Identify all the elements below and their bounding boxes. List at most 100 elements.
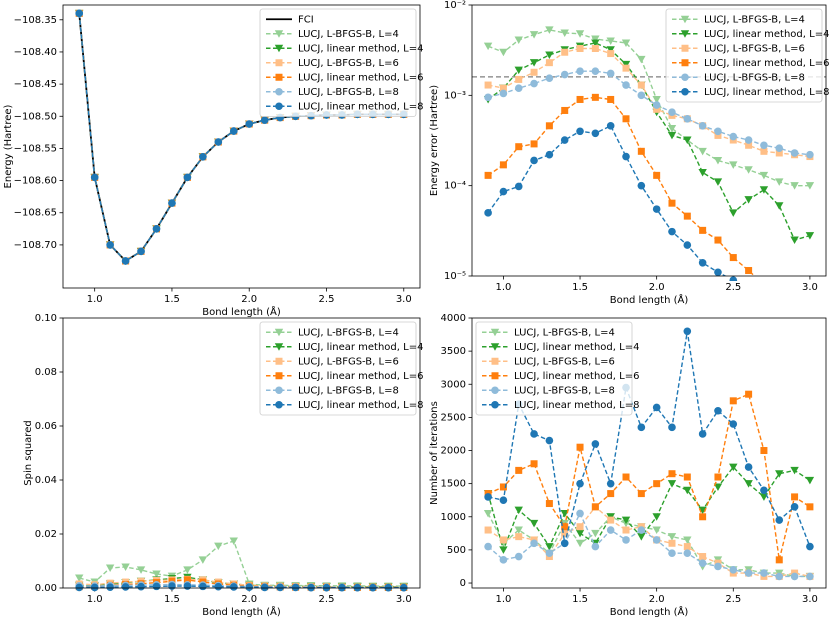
data-point	[575, 539, 585, 548]
legend-label: FCI	[298, 14, 314, 25]
x-tick-label: 2.0	[649, 594, 665, 605]
series-line	[79, 540, 404, 587]
legend: FCI LUCJ, L-BFGS-B, L=4 LUCJ, linear metho…	[259, 8, 423, 117]
data-point	[545, 26, 554, 34]
data-point	[622, 536, 630, 544]
data-point	[637, 423, 646, 432]
legend-marker	[275, 59, 283, 67]
data-point	[607, 95, 615, 103]
x-tick-label: 2.0	[649, 282, 665, 293]
y-tick-label: 0.10	[35, 313, 57, 324]
legend-label: LUCJ, L-BFGS-B, L=8	[704, 72, 805, 83]
data-point	[744, 463, 753, 471]
series-line	[487, 513, 810, 578]
data-point	[229, 127, 238, 135]
data-point	[805, 182, 815, 190]
data-point	[667, 124, 677, 133]
x-tick-label: 3.0	[396, 294, 412, 305]
data-point	[806, 542, 814, 551]
data-point	[790, 182, 799, 190]
y-axis-label: Spin squared	[23, 420, 34, 485]
data-point	[545, 549, 554, 558]
data-point	[183, 582, 192, 590]
x-tick-label: 1.5	[164, 294, 180, 305]
data-point	[714, 236, 722, 244]
legend-marker	[275, 73, 283, 81]
data-point	[744, 569, 753, 577]
y-tick-label: 0.08	[35, 367, 57, 378]
data-point	[229, 583, 238, 591]
data-point	[683, 212, 691, 220]
data-point	[668, 470, 676, 478]
legend-label: LUCJ, linear method, L=8	[298, 101, 423, 112]
data-point	[622, 526, 630, 534]
data-point	[790, 503, 799, 511]
data-point	[637, 533, 646, 541]
axes-frame	[62, 4, 421, 289]
data-point	[75, 583, 84, 592]
data-point	[667, 533, 677, 541]
data-point	[545, 436, 554, 445]
data-point	[806, 503, 814, 511]
legend-label: LUCJ, linear method, L=8	[514, 400, 639, 411]
axes-frame	[471, 317, 827, 589]
series-line	[487, 393, 811, 561]
data-point	[714, 127, 722, 136]
data-point	[652, 101, 661, 109]
data-point	[745, 141, 753, 149]
x-tick-label: 3.0	[396, 594, 412, 605]
data-point	[515, 143, 523, 151]
data-point	[759, 171, 769, 180]
data-point	[683, 327, 692, 336]
y-tick-label: −108.50	[14, 111, 57, 122]
markers	[484, 327, 814, 551]
data-point	[637, 147, 645, 155]
data-point	[713, 483, 723, 491]
data-point	[668, 423, 676, 432]
legend-label: LUCJ, linear method, L=8	[298, 400, 423, 411]
data-point	[713, 178, 723, 186]
data-point	[714, 406, 722, 415]
legend-marker	[491, 400, 499, 409]
legend-marker	[490, 328, 500, 337]
data-point	[136, 566, 146, 574]
legend-label: LUCJ, L-BFGS-B, L=8	[298, 87, 399, 98]
data-point	[698, 258, 707, 267]
data-point	[667, 480, 677, 488]
series-line	[487, 70, 810, 156]
legend-label: LUCJ, L-BFGS-B, L=8	[298, 385, 399, 396]
y-tick-label: 2500	[441, 412, 466, 423]
data-point	[667, 131, 677, 140]
legend-marker	[274, 30, 284, 38]
data-point	[483, 42, 493, 51]
x-tick-label: 2.5	[319, 594, 335, 605]
data-point	[637, 181, 646, 190]
data-point	[637, 55, 646, 64]
data-point	[152, 582, 161, 591]
data-point	[668, 108, 676, 117]
y-tick-label: 10⁻³	[444, 90, 466, 101]
data-point	[622, 81, 630, 89]
legend: LUCJ, L-BFGS-B, L=4 LUCJ, linear method, …	[475, 321, 639, 416]
data-point	[576, 479, 584, 488]
y-tick-label: 0.06	[35, 421, 57, 432]
data-point	[545, 150, 554, 159]
data-point	[515, 533, 523, 541]
data-point	[168, 199, 176, 207]
data-point	[729, 209, 738, 217]
data-point	[121, 563, 130, 571]
legend-marker	[275, 400, 283, 409]
data-point	[683, 136, 692, 145]
data-point	[183, 173, 192, 182]
y-tick-label: 0.04	[35, 475, 57, 486]
data-point	[576, 67, 584, 75]
markers	[484, 67, 814, 159]
legend-box	[259, 8, 417, 117]
data-point	[606, 526, 615, 534]
markers	[484, 509, 814, 581]
data-point	[137, 582, 145, 591]
data-point	[652, 95, 661, 104]
legend-label: LUCJ, linear method, L=4	[514, 342, 639, 353]
y-tick-label: −108.55	[14, 143, 57, 154]
data-point	[729, 565, 738, 574]
